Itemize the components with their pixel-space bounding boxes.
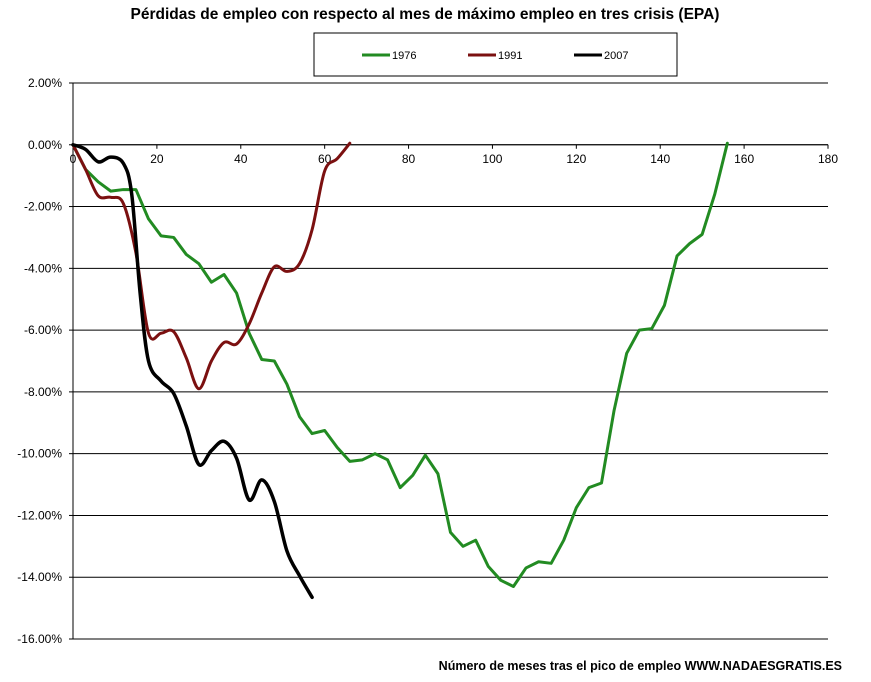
series-line-1991 bbox=[71, 141, 352, 391]
legend-label-2007: 2007 bbox=[604, 50, 628, 62]
x-tick-label: 140 bbox=[650, 152, 670, 166]
legend: 1976 1991 2007 bbox=[313, 32, 678, 77]
chart-title: Pérdidas de empleo con respecto al mes d… bbox=[131, 6, 720, 23]
legend-label-1976: 1976 bbox=[392, 50, 416, 62]
x-tick-label: 80 bbox=[402, 152, 416, 166]
y-tick-label: -12.00% bbox=[17, 508, 62, 522]
y-tick-label: -10.00% bbox=[17, 447, 62, 461]
y-tick-label: -6.00% bbox=[24, 323, 62, 337]
x-tick-label: 100 bbox=[482, 152, 502, 166]
x-tick-label: 40 bbox=[234, 152, 248, 166]
series-line-2007 bbox=[71, 143, 314, 600]
y-tick-label: -14.00% bbox=[17, 570, 62, 584]
x-tick-label: 160 bbox=[734, 152, 754, 166]
x-tick-label: 180 bbox=[818, 152, 838, 166]
series-line-1976 bbox=[71, 141, 729, 588]
y-tick-label: -4.00% bbox=[24, 261, 62, 275]
y-tick-label: 2.00% bbox=[28, 76, 62, 90]
legend-label-1991: 1991 bbox=[498, 50, 522, 62]
y-tick-label: -2.00% bbox=[24, 200, 62, 214]
y-tick-label: -16.00% bbox=[17, 632, 62, 646]
y-tick-label: -8.00% bbox=[24, 385, 62, 399]
x-tick-label: 20 bbox=[150, 152, 164, 166]
x-axis-label: Número de meses tras el pico de empleo W… bbox=[439, 659, 842, 673]
x-tick-label: 120 bbox=[566, 152, 586, 166]
y-tick-label: 0.00% bbox=[28, 138, 62, 152]
x-tick-label: 0 bbox=[70, 152, 77, 166]
